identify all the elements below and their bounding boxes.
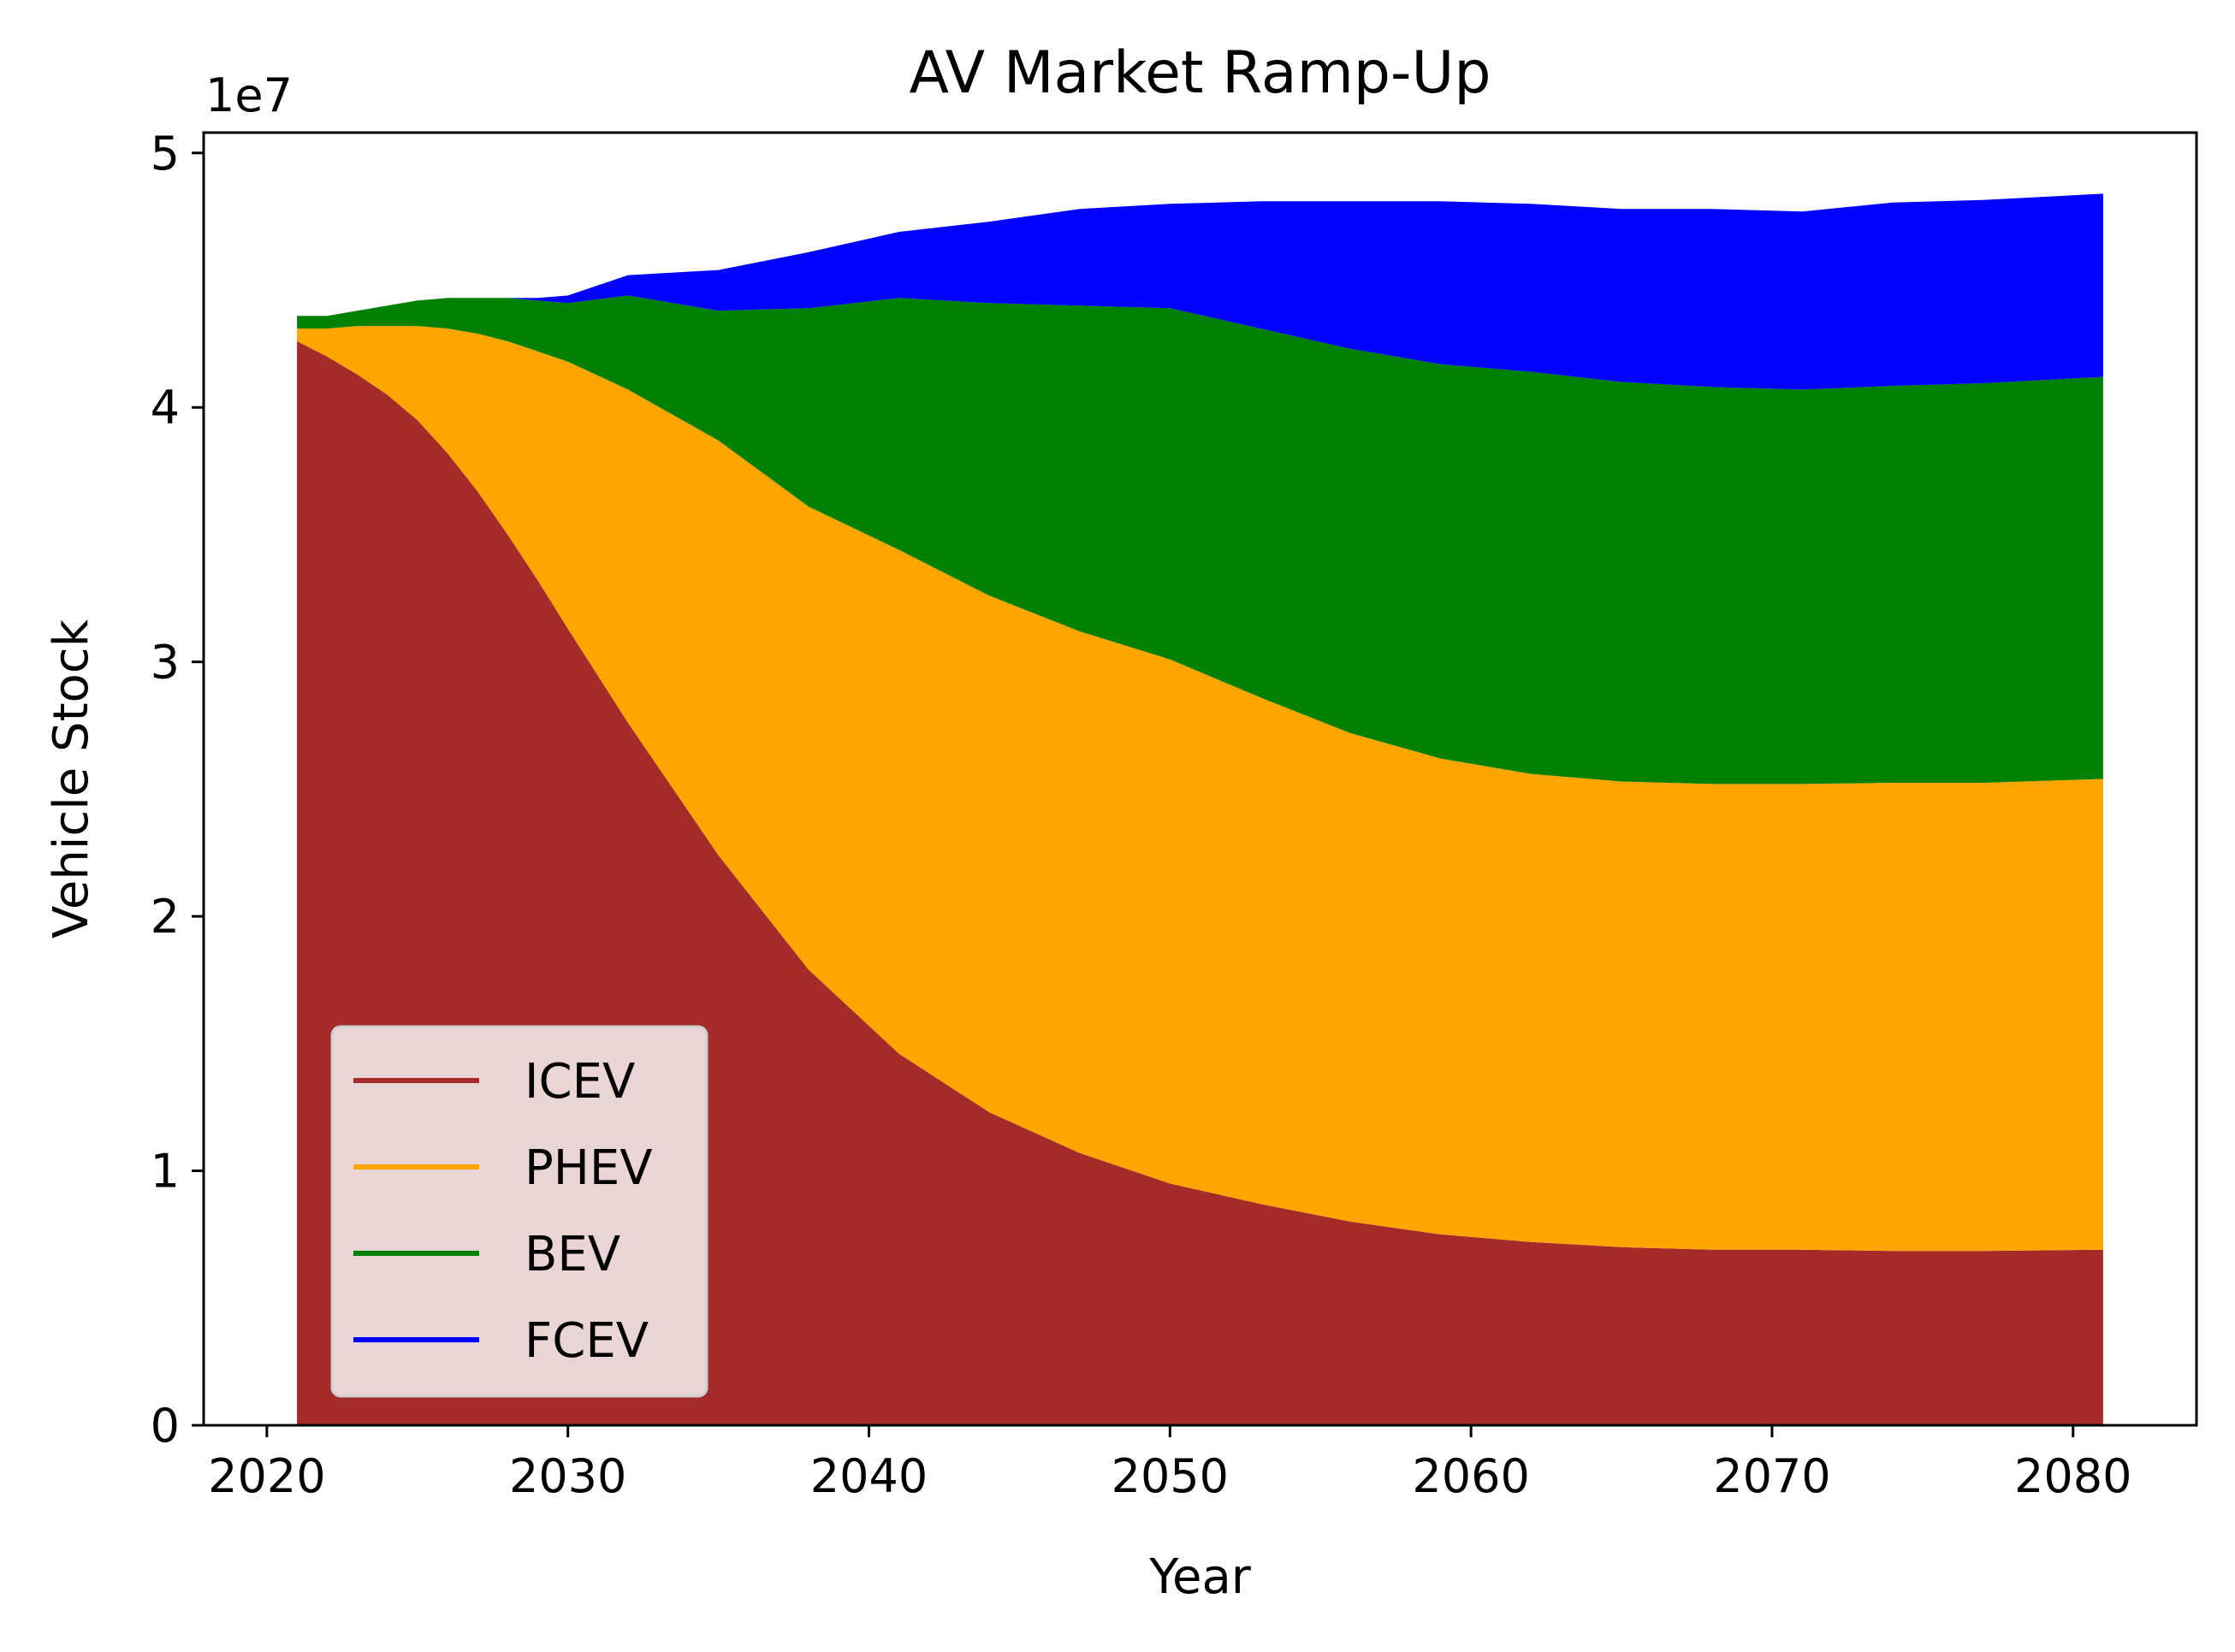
y-axis-offset-label: 1e7: [205, 68, 293, 122]
x-axis: 2020 2030 2040 2050 2060 2070 2080: [208, 1425, 2131, 1503]
y-tick-label: 3: [151, 636, 180, 690]
legend-box: [330, 1025, 708, 1398]
y-tick-label: 4: [151, 381, 180, 435]
legend: ICEV PHEV BEV FCEV: [330, 1025, 708, 1398]
area-bev: [297, 295, 2103, 785]
y-axis: 0 1 2 3 4 5: [151, 127, 204, 1453]
y-tick-label: 2: [151, 890, 180, 944]
x-tick-label: 2030: [509, 1449, 626, 1503]
y-tick-label: 0: [151, 1399, 180, 1453]
x-tick-label: 2040: [810, 1449, 928, 1503]
x-tick-label: 2080: [2014, 1449, 2131, 1503]
area-phev: [297, 326, 2103, 1252]
x-tick-label: 2050: [1112, 1449, 1229, 1503]
x-tick-label: 2070: [1713, 1449, 1830, 1503]
y-tick-label: 1: [151, 1145, 180, 1199]
y-axis-title: Vehicle Stock: [44, 619, 99, 939]
legend-label-phev: PHEV: [525, 1140, 653, 1196]
plot-frame: [202, 131, 2198, 1427]
x-tick-label: 2020: [208, 1449, 325, 1503]
legend-label-bev: BEV: [525, 1227, 620, 1282]
x-tick-label: 2060: [1412, 1449, 1529, 1503]
legend-label-fcev: FCEV: [525, 1313, 649, 1369]
area-fcev: [297, 193, 2103, 390]
chart-title: AV Market Ramp-Up: [910, 39, 1491, 107]
legend-label-icev: ICEV: [525, 1054, 635, 1110]
y-tick-label: 5: [151, 127, 180, 181]
area-icev: [297, 340, 2103, 1425]
area-layer: [297, 193, 2103, 1425]
x-axis-title: Year: [1148, 1549, 1252, 1605]
